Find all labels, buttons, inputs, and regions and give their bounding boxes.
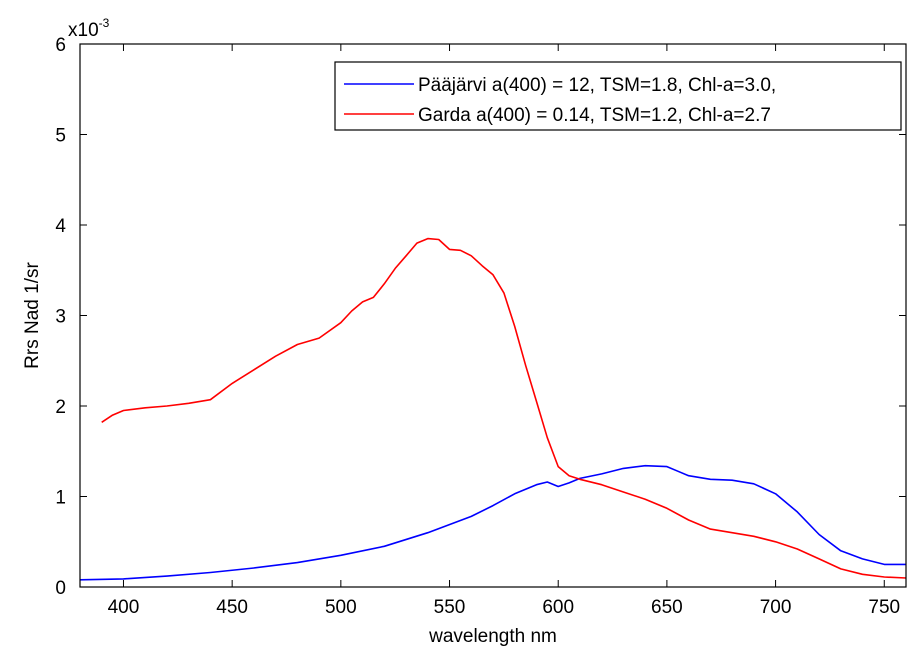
y-exponent-power: -3 <box>99 16 110 30</box>
y-tick-label-2: 2 <box>55 397 66 418</box>
y-tick-label-3: 3 <box>55 307 66 328</box>
y-tick-label-1: 1 <box>55 488 66 509</box>
x-axis-label: wavelength nm <box>428 626 557 647</box>
y-tick-label-4: 4 <box>55 216 66 237</box>
legend-label-garda: Garda a(400) = 0.14, TSM=1.2, Chl-a=2.7 <box>418 105 771 126</box>
y-tick-label-5: 5 <box>55 126 66 147</box>
tick-layer: 400 450 500 550 600 650 700 750 0 1 2 3 4 5 6 <box>55 35 906 618</box>
y-tick-label-0: 0 <box>55 578 66 599</box>
y-axis-label: Rrs Nad 1/sr <box>22 262 43 369</box>
series-line-0 <box>79 464 906 581</box>
x-tick-label-550: 550 <box>434 597 466 618</box>
y-exponent-label: x10-3 <box>68 16 110 41</box>
x-tick-label-600: 600 <box>542 597 574 618</box>
series-layer <box>79 237 907 581</box>
x-tick-label-450: 450 <box>216 597 248 618</box>
x-tick-label-700: 700 <box>760 597 792 618</box>
x-tick-label-750: 750 <box>868 597 900 618</box>
y-exponent-base: x10 <box>68 20 99 41</box>
y-tick-label-6: 6 <box>55 35 66 56</box>
series-line-1 <box>101 237 907 579</box>
x-tick-label-500: 500 <box>325 597 357 618</box>
x-tick-label-650: 650 <box>651 597 683 618</box>
legend: Pääjärvi a(400) = 12, TSM=1.8, Chl-a=3.0… <box>334 61 902 131</box>
legend-box <box>334 61 902 131</box>
x-tick-label-400: 400 <box>108 597 140 618</box>
legend-label-paajarvi: Pääjärvi a(400) = 12, TSM=1.8, Chl-a=3.0… <box>418 75 776 96</box>
